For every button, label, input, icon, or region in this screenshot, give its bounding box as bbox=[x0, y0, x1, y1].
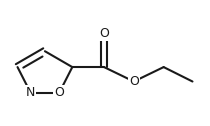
Text: O: O bbox=[54, 86, 64, 99]
Text: O: O bbox=[99, 27, 109, 40]
Text: O: O bbox=[129, 75, 139, 88]
Text: N: N bbox=[26, 86, 35, 99]
